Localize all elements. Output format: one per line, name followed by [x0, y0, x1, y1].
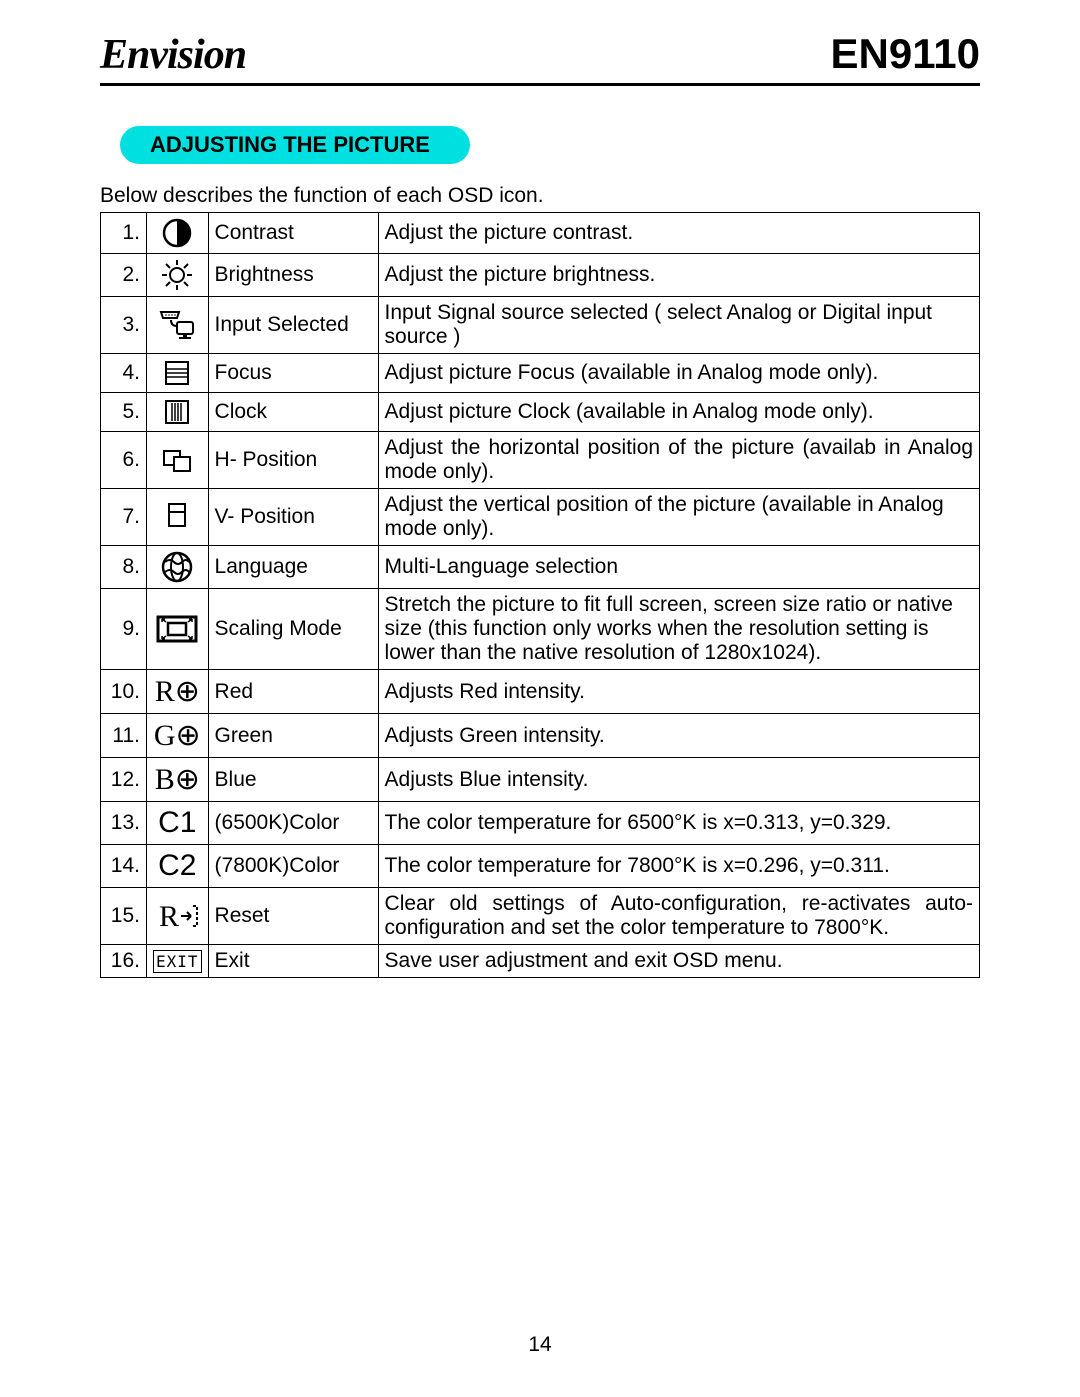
v-position-icon	[147, 489, 209, 546]
input-selected-icon	[147, 297, 209, 354]
row-desc: The color temperature for 7800°K is x=0.…	[378, 845, 979, 888]
table-row: 1. Contrast Adjust the picture contrast.	[101, 213, 980, 254]
row-index: 15.	[101, 888, 147, 945]
row-desc: Adjust picture Focus (available in Analo…	[378, 354, 979, 393]
row-name: Red	[208, 670, 378, 714]
row-index: 13.	[101, 802, 147, 845]
brightness-icon	[147, 254, 209, 297]
row-name: H- Position	[208, 432, 378, 489]
c1-icon: C1	[147, 802, 209, 845]
row-desc: The color temperature for 6500°K is x=0.…	[378, 802, 979, 845]
clock-icon	[147, 393, 209, 432]
row-name: V- Position	[208, 489, 378, 546]
row-index: 4.	[101, 354, 147, 393]
row-name: Scaling Mode	[208, 589, 378, 670]
table-row: 12. B⊕ Blue Adjusts Blue intensity.	[101, 758, 980, 802]
exit-icon: EXIT	[147, 945, 209, 978]
green-icon: G⊕	[147, 714, 209, 758]
row-name: Blue	[208, 758, 378, 802]
row-index: 6.	[101, 432, 147, 489]
row-index: 8.	[101, 546, 147, 589]
row-name: (7800K)Color	[208, 845, 378, 888]
table-row: 7. V- Position Adjust the vertical posit…	[101, 489, 980, 546]
row-desc: Clear old settings of Auto-configuration…	[378, 888, 979, 945]
h-position-icon	[147, 432, 209, 489]
page-number: 14	[0, 1333, 1080, 1357]
row-desc: Adjusts Blue intensity.	[378, 758, 979, 802]
row-name: Focus	[208, 354, 378, 393]
language-icon	[147, 546, 209, 589]
table-row: 4. Focus Adjust picture Focus (available…	[101, 354, 980, 393]
row-desc: Adjust the vertical position of the pict…	[378, 489, 979, 546]
row-name: Green	[208, 714, 378, 758]
table-row: 13. C1 (6500K)Color The color temperatur…	[101, 802, 980, 845]
row-name: Reset	[208, 888, 378, 945]
table-row: 2. Brightness Adjust the picture brightn…	[101, 254, 980, 297]
row-name: (6500K)Color	[208, 802, 378, 845]
row-desc: Input Signal source selected ( select An…	[378, 297, 979, 354]
row-index: 16.	[101, 945, 147, 978]
row-desc: Adjust the picture contrast.	[378, 213, 979, 254]
row-index: 1.	[101, 213, 147, 254]
row-index: 3.	[101, 297, 147, 354]
table-row: 3. Input Selected Input Signal source se…	[101, 297, 980, 354]
brand-logo: Envision	[100, 31, 246, 79]
row-index: 12.	[101, 758, 147, 802]
table-row: 5. Clock Adjust picture Clock (available…	[101, 393, 980, 432]
row-desc: Stretch the picture to fit full screen, …	[378, 589, 979, 670]
row-name: Brightness	[208, 254, 378, 297]
row-name: Contrast	[208, 213, 378, 254]
row-index: 5.	[101, 393, 147, 432]
row-index: 11.	[101, 714, 147, 758]
row-index: 9.	[101, 589, 147, 670]
row-desc: Adjusts Red intensity.	[378, 670, 979, 714]
row-desc: Adjust the picture brightness.	[378, 254, 979, 297]
focus-icon	[147, 354, 209, 393]
row-index: 2.	[101, 254, 147, 297]
table-row: 9. Scaling Mode Stretch the picture to f…	[101, 589, 980, 670]
row-name: Input Selected	[208, 297, 378, 354]
red-icon: R⊕	[147, 670, 209, 714]
c2-icon: C2	[147, 845, 209, 888]
row-desc: Adjusts Green intensity.	[378, 714, 979, 758]
table-row: 10. R⊕ Red Adjusts Red intensity.	[101, 670, 980, 714]
row-name: Clock	[208, 393, 378, 432]
table-row: 6. H- Position Adjust the horizontal pos…	[101, 432, 980, 489]
table-row: 11. G⊕ Green Adjusts Green intensity.	[101, 714, 980, 758]
row-index: 10.	[101, 670, 147, 714]
row-name: Language	[208, 546, 378, 589]
row-desc: Multi-Language selection	[378, 546, 979, 589]
row-desc: Adjust picture Clock (available in Analo…	[378, 393, 979, 432]
page-header: Envision EN9110	[100, 30, 980, 86]
row-desc: Adjust the horizontal position of the pi…	[378, 432, 979, 489]
row-index: 7.	[101, 489, 147, 546]
blue-icon: B⊕	[147, 758, 209, 802]
table-row: 8. Language Multi-Language selection	[101, 546, 980, 589]
table-row: 16. EXIT Exit Save user adjustment and e…	[101, 945, 980, 978]
table-row: 15. R Reset Clear old settings of Auto-c…	[101, 888, 980, 945]
section-title: ADJUSTING THE PICTURE	[120, 126, 470, 164]
intro-text: Below describes the function of each OSD…	[100, 184, 980, 208]
row-name: Exit	[208, 945, 378, 978]
row-desc: Save user adjustment and exit OSD menu.	[378, 945, 979, 978]
model-number: EN9110	[831, 30, 980, 78]
row-index: 14.	[101, 845, 147, 888]
osd-table: 1. Contrast Adjust the picture contrast.…	[100, 212, 980, 978]
scaling-mode-icon	[147, 589, 209, 670]
reset-icon: R	[147, 888, 209, 945]
contrast-icon	[147, 213, 209, 254]
svg-text:R: R	[159, 900, 179, 933]
table-row: 14. C2 (7800K)Color The color temperatur…	[101, 845, 980, 888]
